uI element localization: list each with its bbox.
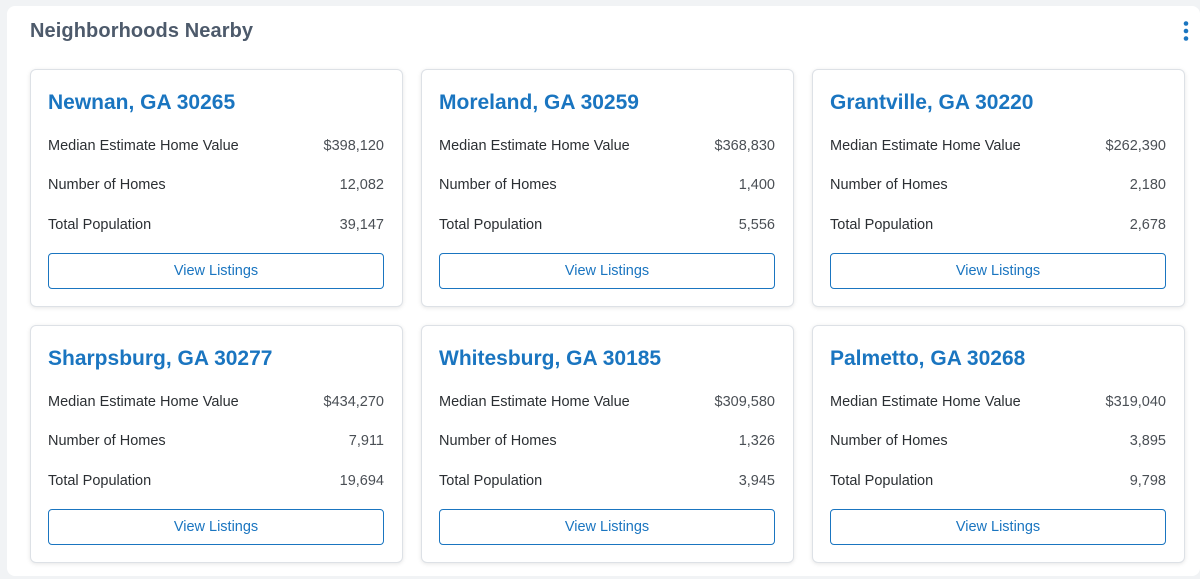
neighborhood-card: Palmetto, GA 30268 Median Estimate Home …: [812, 325, 1185, 563]
num-homes-row: Number of Homes 7,911: [48, 433, 384, 449]
population-row: Total Population 39,147: [48, 217, 384, 233]
num-homes-row: Number of Homes 3,895: [830, 433, 1166, 449]
median-value: $309,580: [714, 394, 775, 410]
neighborhoods-panel: Neighborhoods Nearby Newnan, GA 30265 Me…: [7, 6, 1200, 576]
population-label: Total Population: [439, 217, 543, 233]
num-homes-value: 1,326: [738, 433, 775, 449]
section-title: Neighborhoods Nearby: [30, 20, 254, 42]
median-value-row: Median Estimate Home Value $434,270: [48, 394, 384, 410]
population-value: 39,147: [339, 217, 384, 233]
population-value: 9,798: [1129, 473, 1166, 489]
median-value-row: Median Estimate Home Value $262,390: [830, 138, 1166, 154]
median-value-row: Median Estimate Home Value $368,830: [439, 138, 775, 154]
median-value-row: Median Estimate Home Value $398,120: [48, 138, 384, 154]
median-value-label: Median Estimate Home Value: [830, 394, 1021, 410]
median-value-row: Median Estimate Home Value $309,580: [439, 394, 775, 410]
vertical-ellipsis-icon: [1183, 21, 1189, 41]
population-label: Total Population: [439, 473, 543, 489]
population-row: Total Population 5,556: [439, 217, 775, 233]
neighborhood-name-link[interactable]: Moreland, GA 30259: [439, 91, 639, 114]
num-homes-row: Number of Homes 12,082: [48, 177, 384, 193]
num-homes-label: Number of Homes: [48, 177, 166, 193]
view-listings-button[interactable]: View Listings: [830, 509, 1166, 545]
population-row: Total Population 3,945: [439, 473, 775, 489]
view-listings-button[interactable]: View Listings: [48, 509, 384, 545]
view-listings-button[interactable]: View Listings: [830, 253, 1166, 289]
population-label: Total Population: [48, 473, 152, 489]
median-value-label: Median Estimate Home Value: [439, 394, 630, 410]
num-homes-value: 12,082: [339, 177, 384, 193]
median-value: $398,120: [323, 138, 384, 154]
num-homes-value: 3,895: [1129, 433, 1166, 449]
num-homes-value: 1,400: [738, 177, 775, 193]
median-value-row: Median Estimate Home Value $319,040: [830, 394, 1166, 410]
population-label: Total Population: [48, 217, 152, 233]
median-value-label: Median Estimate Home Value: [48, 394, 239, 410]
view-listings-button[interactable]: View Listings: [48, 253, 384, 289]
neighborhood-name-link[interactable]: Sharpsburg, GA 30277: [48, 347, 273, 370]
median-value-label: Median Estimate Home Value: [830, 138, 1021, 154]
population-label: Total Population: [830, 217, 934, 233]
num-homes-label: Number of Homes: [439, 177, 557, 193]
neighborhood-name-link[interactable]: Grantville, GA 30220: [830, 91, 1034, 114]
median-value: $262,390: [1105, 138, 1166, 154]
neighborhood-card: Whitesburg, GA 30185 Median Estimate Hom…: [421, 325, 794, 563]
neighborhood-card: Grantville, GA 30220 Median Estimate Hom…: [812, 69, 1185, 307]
more-options-button[interactable]: [1177, 18, 1195, 44]
num-homes-label: Number of Homes: [439, 433, 557, 449]
neighborhood-card: Sharpsburg, GA 30277 Median Estimate Hom…: [30, 325, 403, 563]
num-homes-label: Number of Homes: [830, 177, 948, 193]
neighborhood-name-link[interactable]: Palmetto, GA 30268: [830, 347, 1026, 370]
median-value-label: Median Estimate Home Value: [439, 138, 630, 154]
view-listings-button[interactable]: View Listings: [439, 253, 775, 289]
population-row: Total Population 9,798: [830, 473, 1166, 489]
population-value: 19,694: [339, 473, 384, 489]
population-label: Total Population: [830, 473, 934, 489]
num-homes-value: 2,180: [1129, 177, 1166, 193]
num-homes-value: 7,911: [348, 433, 384, 449]
median-value: $368,830: [714, 138, 775, 154]
num-homes-row: Number of Homes 2,180: [830, 177, 1166, 193]
neighborhood-card: Newnan, GA 30265 Median Estimate Home Va…: [30, 69, 403, 307]
neighborhood-name-link[interactable]: Whitesburg, GA 30185: [439, 347, 662, 370]
num-homes-row: Number of Homes 1,326: [439, 433, 775, 449]
num-homes-row: Number of Homes 1,400: [439, 177, 775, 193]
population-value: 2,678: [1129, 217, 1166, 233]
median-value-label: Median Estimate Home Value: [48, 138, 239, 154]
median-value: $319,040: [1105, 394, 1166, 410]
num-homes-label: Number of Homes: [48, 433, 166, 449]
population-row: Total Population 19,694: [48, 473, 384, 489]
population-row: Total Population 2,678: [830, 217, 1166, 233]
neighborhood-name-link[interactable]: Newnan, GA 30265: [48, 91, 236, 114]
neighborhood-card-grid: Newnan, GA 30265 Median Estimate Home Va…: [30, 69, 1185, 563]
view-listings-button[interactable]: View Listings: [439, 509, 775, 545]
population-value: 3,945: [738, 473, 775, 489]
num-homes-label: Number of Homes: [830, 433, 948, 449]
neighborhood-card: Moreland, GA 30259 Median Estimate Home …: [421, 69, 794, 307]
median-value: $434,270: [323, 394, 384, 410]
population-value: 5,556: [738, 217, 775, 233]
